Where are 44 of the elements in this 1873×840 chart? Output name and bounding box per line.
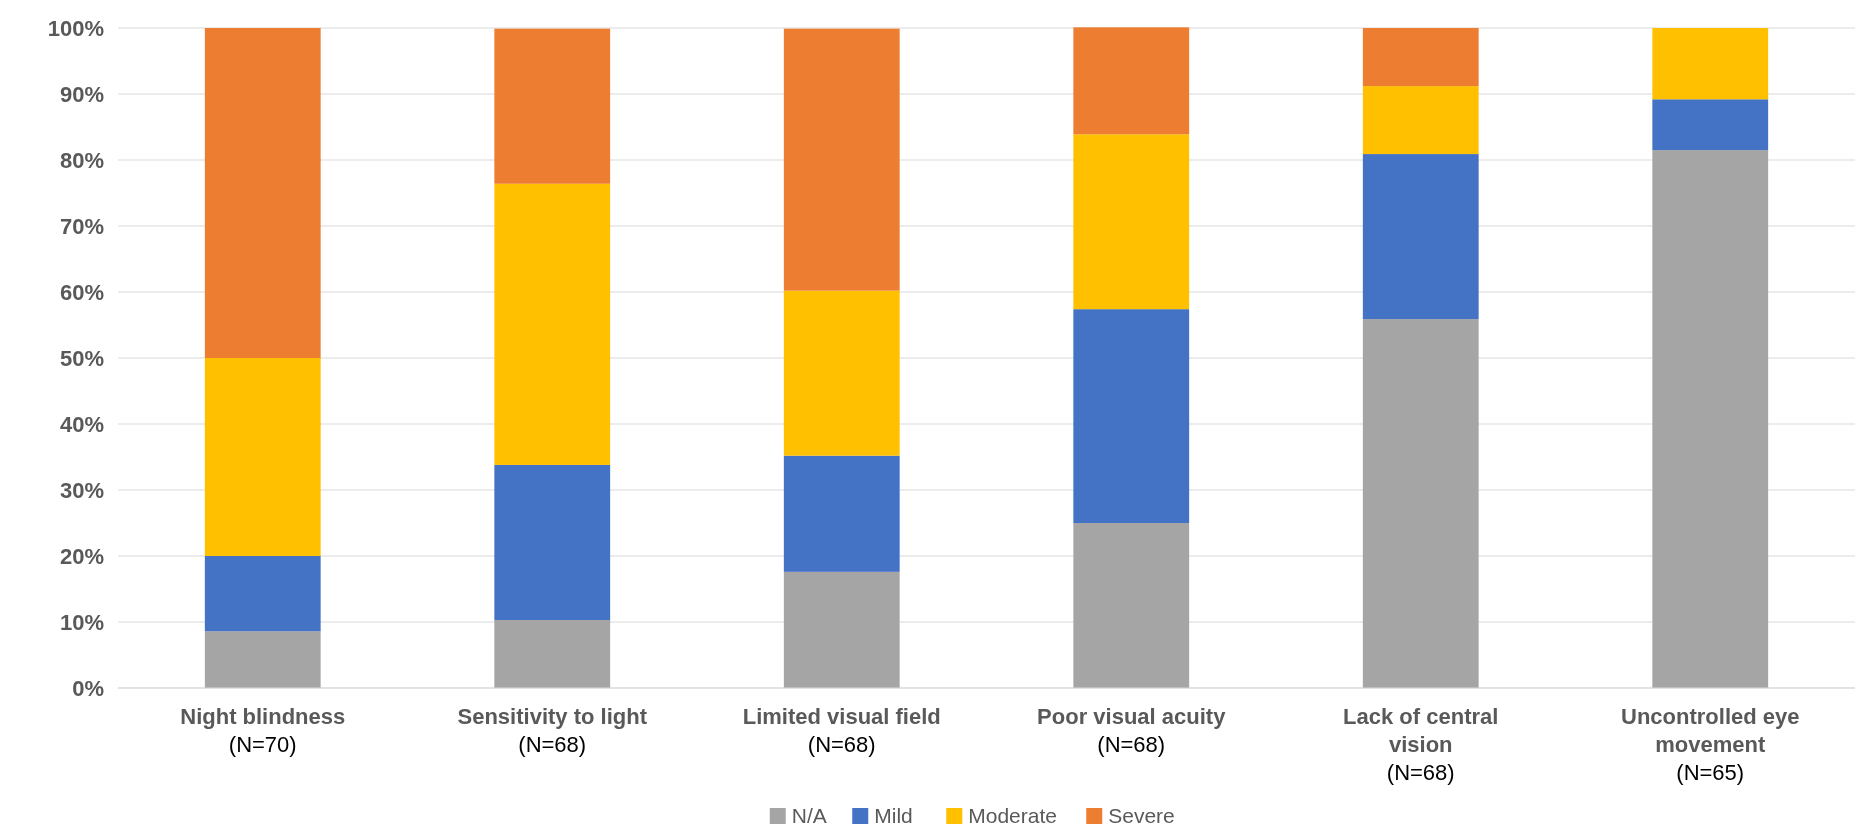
bar: [494, 183, 611, 465]
y-tick-label: 60%: [59, 279, 104, 305]
bar: [1073, 523, 1190, 688]
x-tick-label: Lack of central vision (N=68): [1343, 704, 1499, 785]
bar: [204, 358, 321, 556]
y-tick-label: 20%: [59, 543, 104, 569]
bar: [1073, 134, 1190, 310]
bar: [204, 631, 321, 688]
bar: [204, 556, 321, 632]
y-tick-label: 40%: [59, 411, 104, 437]
y-tick-label: 90%: [59, 81, 104, 107]
bar: [1652, 150, 1769, 688]
x-tick-label: Uncontrolled eye movement (N=65): [1621, 704, 1800, 785]
bar: [1652, 99, 1769, 151]
bar: [1073, 27, 1190, 135]
legend-label: Mild: [874, 804, 913, 828]
bar: [494, 464, 611, 621]
bar: [1362, 28, 1479, 87]
bar: [494, 28, 611, 184]
bar: [783, 571, 900, 688]
x-tick-label: Night blindness (N=70): [180, 704, 346, 757]
x-tick-label: Poor visual acuity (N=68): [1037, 704, 1227, 757]
y-tick-label: 70%: [59, 213, 104, 239]
bar: [1652, 28, 1769, 100]
y-tick-label: 100%: [47, 15, 104, 41]
bar: [1362, 319, 1479, 688]
x-tick-label: Limited visual field (N=68): [742, 704, 941, 757]
bar: [1362, 86, 1479, 155]
y-tick-label: 50%: [59, 345, 104, 371]
x-tick-label: Sensitivity to light (N=68): [457, 704, 648, 757]
legend-label: Severe: [1108, 804, 1175, 828]
y-tick-label: 30%: [59, 477, 104, 503]
bar: [1362, 154, 1479, 320]
bar: [783, 290, 900, 456]
y-tick-label: 80%: [59, 147, 104, 173]
legend-label: Moderate: [968, 804, 1057, 828]
bar: [204, 28, 321, 358]
y-tick-label: 10%: [59, 609, 104, 635]
bar: [783, 28, 900, 291]
legend-label: N/A: [791, 804, 827, 828]
bar: [783, 455, 900, 572]
bar: [1073, 309, 1190, 523]
bar: [494, 620, 611, 688]
y-tick-label: 0%: [72, 675, 104, 701]
